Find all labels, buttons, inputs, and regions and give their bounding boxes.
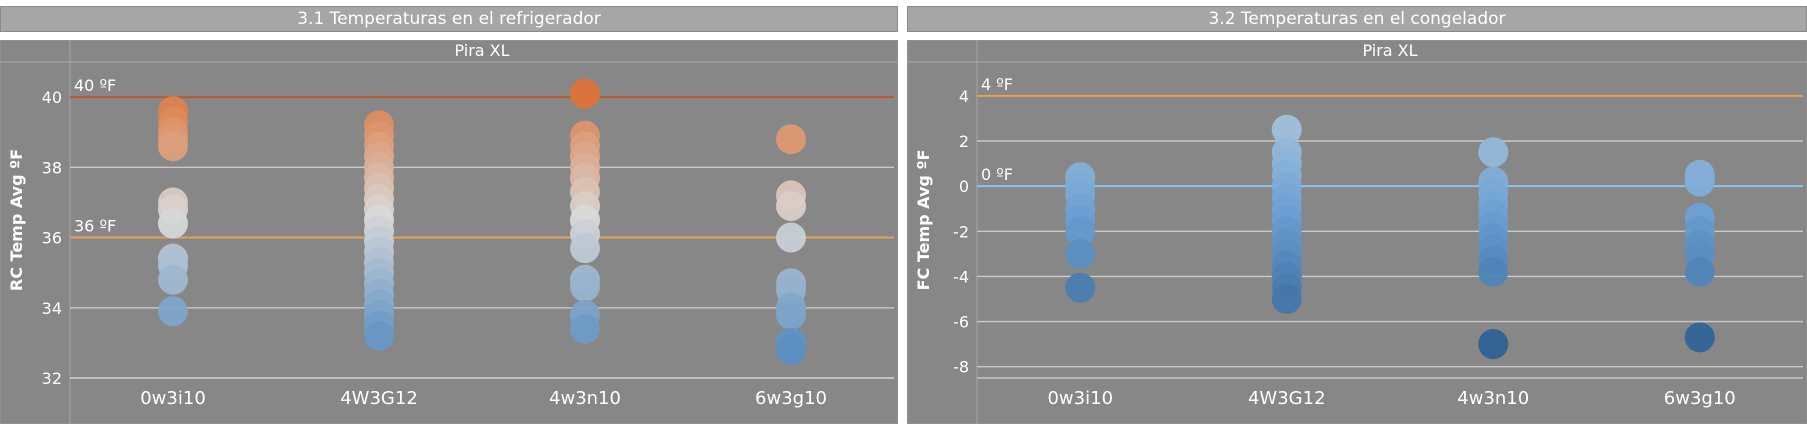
data-point [1478, 137, 1509, 168]
x-tick-label: 4W3G12 [340, 388, 418, 409]
data-point [1065, 216, 1096, 247]
x-tick-label: 4w3n10 [549, 388, 621, 409]
chart-title: 3.1 Temperaturas en el refrigerador [0, 6, 898, 32]
freezer-scatter-chart: Pira XL -8 -6 -4 -2 0 2 4 4 ºF 0 ºF 0w3i10 4W3G12 4w… [907, 40, 1807, 424]
data-point [364, 320, 394, 351]
chart-subtitle: Pira XL [454, 41, 509, 60]
y-tick-label: -6 [953, 313, 969, 332]
data-point [570, 233, 600, 264]
reference-line-label: 40 ºF [74, 76, 116, 95]
data-point [158, 264, 188, 295]
data-point [776, 334, 806, 365]
x-tick-label: 4w3n10 [1457, 388, 1529, 409]
y-axis-title: RC Temp Avg ºF [7, 149, 26, 291]
data-point [776, 190, 806, 221]
chart-background [0, 40, 898, 424]
data-point [1271, 284, 1302, 314]
data-point [1478, 329, 1509, 360]
data-point [1684, 322, 1715, 353]
data-point [1684, 166, 1715, 197]
refrigerator-chart-panel: 3.1 Temperaturas en el refrigerador Pira… [0, 0, 898, 424]
y-axis-title: FC Temp Avg ºF [914, 150, 933, 291]
data-point [570, 271, 600, 302]
y-tick-label: 40 [42, 88, 62, 107]
data-point [776, 222, 806, 253]
y-tick-label: -4 [953, 267, 969, 286]
data-point [158, 131, 188, 162]
reference-line-label: 36 ºF [74, 217, 116, 236]
data-point [776, 299, 806, 330]
freezer-chart-panel: 3.2 Temperaturas en el congelador Pira X… [907, 0, 1807, 424]
y-tick-label: 4 [959, 87, 969, 106]
y-tick-label: 36 [42, 229, 62, 248]
refrigerator-scatter-chart: Pira XL 32 34 36 38 40 40 ºF 36 ºF 0w3i10 4W3G12 4… [0, 40, 898, 424]
chart-subtitle: Pira XL [1362, 41, 1417, 60]
y-tick-label: 38 [42, 158, 62, 177]
x-tick-label: 6w3g10 [755, 388, 827, 409]
y-tick-label: 2 [959, 132, 969, 151]
data-point [570, 78, 600, 109]
x-tick-label: 0w3i10 [140, 388, 206, 409]
reference-line-label: 4 ºF [981, 75, 1013, 94]
x-tick-label: 0w3i10 [1047, 388, 1113, 409]
data-point [158, 296, 188, 327]
data-point [1065, 238, 1096, 269]
x-tick-label: 6w3g10 [1664, 388, 1736, 409]
y-tick-label: 32 [42, 369, 62, 388]
data-point [1065, 272, 1096, 303]
chart-title: 3.2 Temperaturas en el congelador [907, 6, 1807, 32]
chart-background [907, 40, 1807, 424]
data-point [1271, 114, 1302, 145]
data-point [1684, 256, 1715, 287]
reference-line-label: 0 ºF [981, 165, 1013, 184]
y-tick-label: -8 [953, 358, 969, 377]
y-tick-label: -2 [953, 222, 969, 241]
data-point [1478, 256, 1509, 287]
y-tick-label: 34 [42, 299, 62, 318]
data-point [776, 124, 806, 155]
data-point [158, 208, 188, 239]
data-point [570, 313, 600, 344]
y-tick-label: 0 [959, 177, 969, 196]
x-tick-label: 4W3G12 [1248, 388, 1326, 409]
